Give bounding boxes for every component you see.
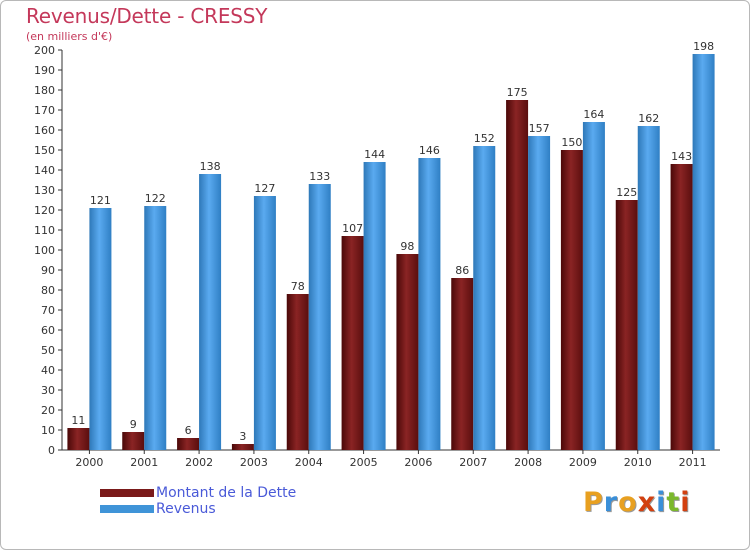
data-label-dette: 3 [239, 430, 246, 443]
bar-revenus [363, 162, 386, 450]
x-tick-label: 2005 [350, 456, 378, 469]
data-label-dette: 98 [400, 240, 414, 253]
y-tick-label: 180 [34, 84, 55, 97]
x-tick-label: 2009 [569, 456, 597, 469]
data-label-dette: 175 [507, 86, 528, 99]
data-label-revenus: 162 [638, 112, 659, 125]
y-tick-label: 70 [41, 304, 55, 317]
chart-title: Revenus/Dette - CRESSY [26, 4, 268, 28]
y-tick-label: 120 [34, 204, 55, 217]
data-label-revenus: 164 [583, 108, 604, 121]
proxiti-logo: Proxiti [583, 487, 691, 518]
bar-dette [506, 100, 529, 450]
data-label-revenus: 133 [309, 170, 330, 183]
bar-revenus [582, 122, 605, 450]
bar-dette [231, 444, 254, 450]
data-label-dette: 9 [130, 418, 137, 431]
y-tick-label: 150 [34, 144, 55, 157]
y-tick-label: 0 [48, 444, 55, 457]
y-tick-label: 140 [34, 164, 55, 177]
bar-dette [122, 432, 145, 450]
data-label-dette: 150 [561, 136, 582, 149]
x-tick-label: 2011 [679, 456, 707, 469]
bar-dette [615, 200, 638, 450]
data-label-revenus: 157 [529, 122, 550, 135]
y-tick-label: 160 [34, 124, 55, 137]
data-label-revenus: 121 [90, 194, 111, 207]
data-label-dette: 107 [342, 222, 363, 235]
bar-dette [341, 236, 364, 450]
logo-letter: x [637, 487, 657, 518]
x-tick-label: 2004 [295, 456, 323, 469]
bar-revenus [89, 208, 112, 450]
data-label-revenus: 138 [200, 160, 221, 173]
y-tick-label: 170 [34, 104, 55, 117]
bar-dette [670, 164, 693, 450]
data-label-dette: 86 [455, 264, 469, 277]
bar-dette [560, 150, 583, 450]
bar-dette [396, 254, 419, 450]
y-tick-label: 60 [41, 324, 55, 337]
data-label-revenus: 122 [145, 192, 166, 205]
y-tick-label: 40 [41, 364, 55, 377]
data-label-revenus: 127 [254, 182, 275, 195]
data-label-revenus: 146 [419, 144, 440, 157]
bar-dette [286, 294, 309, 450]
y-tick-label: 90 [41, 264, 55, 277]
bar-revenus [528, 136, 551, 450]
x-tick-label: 2000 [75, 456, 103, 469]
data-label-dette: 143 [671, 150, 692, 163]
bar-revenus [637, 126, 660, 450]
data-label-revenus: 144 [364, 148, 385, 161]
data-label-dette: 125 [616, 186, 637, 199]
data-label-dette: 78 [291, 280, 305, 293]
legend-label-dette: Montant de la Dette [156, 485, 297, 501]
y-tick-label: 110 [34, 224, 55, 237]
x-tick-label: 2010 [624, 456, 652, 469]
bar-revenus [199, 174, 222, 450]
bar-revenus [144, 206, 167, 450]
y-tick-label: 10 [41, 424, 55, 437]
logo-letter: P [583, 487, 604, 518]
x-tick-label: 2002 [185, 456, 213, 469]
y-tick-label: 200 [34, 44, 55, 57]
logo-letter: r [603, 487, 619, 518]
y-tick-label: 20 [41, 404, 55, 417]
bar-dette [177, 438, 200, 450]
x-tick-label: 2003 [240, 456, 268, 469]
legend-swatch-revenus [100, 505, 154, 513]
bar-dette [451, 278, 474, 450]
chart-subtitle: (en milliers d'€) [26, 30, 113, 43]
x-tick-label: 2008 [514, 456, 542, 469]
x-tick-label: 2006 [404, 456, 432, 469]
legend-label-revenus: Revenus [156, 501, 216, 517]
y-tick-label: 80 [41, 284, 55, 297]
y-tick-label: 130 [34, 184, 55, 197]
legend-swatch-dette [100, 489, 154, 497]
data-label-dette: 6 [185, 424, 192, 437]
data-label-revenus: 198 [693, 40, 714, 53]
y-tick-label: 30 [41, 384, 55, 397]
bar-revenus [692, 54, 715, 450]
logo-letter: o [618, 487, 638, 518]
logo-letter: i [656, 487, 667, 518]
y-tick-label: 50 [41, 344, 55, 357]
bar-revenus [308, 184, 331, 450]
data-label-revenus: 152 [474, 132, 495, 145]
bar-revenus [418, 158, 441, 450]
logo-letter: i [680, 487, 691, 518]
y-tick-label: 100 [34, 244, 55, 257]
bar-dette [67, 428, 90, 450]
y-tick-label: 190 [34, 64, 55, 77]
x-tick-label: 2007 [459, 456, 487, 469]
data-label-dette: 11 [71, 414, 85, 427]
logo-letter: t [666, 487, 681, 518]
x-tick-label: 2001 [130, 456, 158, 469]
bar-revenus [473, 146, 496, 450]
bar-revenus [253, 196, 276, 450]
